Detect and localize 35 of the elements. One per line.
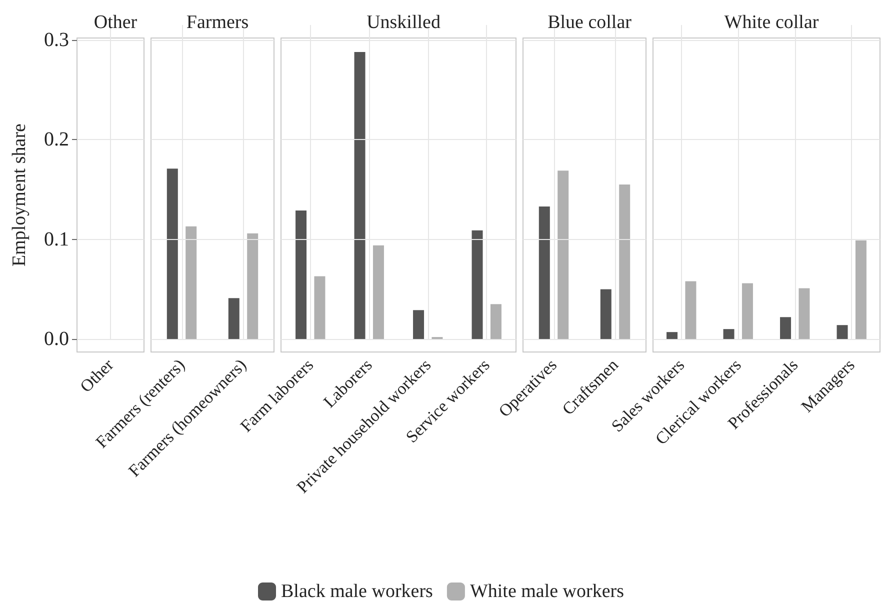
chart-title: Blue collar bbox=[548, 12, 632, 33]
bar bbox=[166, 168, 178, 340]
chart-title: Other bbox=[94, 12, 138, 33]
bar bbox=[685, 281, 696, 340]
bar bbox=[372, 245, 384, 340]
bar bbox=[228, 298, 240, 340]
y-tick-label: 0.1 bbox=[44, 228, 69, 250]
chart-title: Farmers bbox=[186, 12, 249, 33]
bar bbox=[354, 52, 366, 340]
chart-title: Unskilled bbox=[366, 12, 441, 33]
bar bbox=[600, 289, 612, 340]
bar bbox=[836, 325, 848, 340]
bar bbox=[723, 329, 734, 340]
bar bbox=[314, 276, 326, 340]
y-tick-label: 0.3 bbox=[44, 28, 69, 51]
bar bbox=[538, 206, 550, 340]
legend-label: White male workers bbox=[470, 581, 624, 602]
bar bbox=[558, 170, 569, 340]
bar bbox=[296, 210, 307, 340]
y-tick-label: 0.0 bbox=[44, 328, 69, 350]
bar bbox=[798, 288, 810, 340]
chart-title: White collar bbox=[724, 12, 820, 33]
bar bbox=[413, 310, 424, 340]
bar bbox=[780, 317, 792, 340]
bar bbox=[742, 283, 753, 340]
bar bbox=[186, 226, 197, 340]
bar bbox=[490, 304, 502, 340]
bar bbox=[472, 230, 483, 340]
bar bbox=[619, 184, 630, 340]
bar bbox=[247, 233, 258, 340]
bar bbox=[855, 240, 866, 340]
legend-label: Black male workers bbox=[281, 581, 433, 602]
y-axis-title: Employment share bbox=[9, 124, 30, 266]
bar bbox=[666, 332, 678, 340]
y-tick-label: 0.2 bbox=[44, 128, 69, 151]
